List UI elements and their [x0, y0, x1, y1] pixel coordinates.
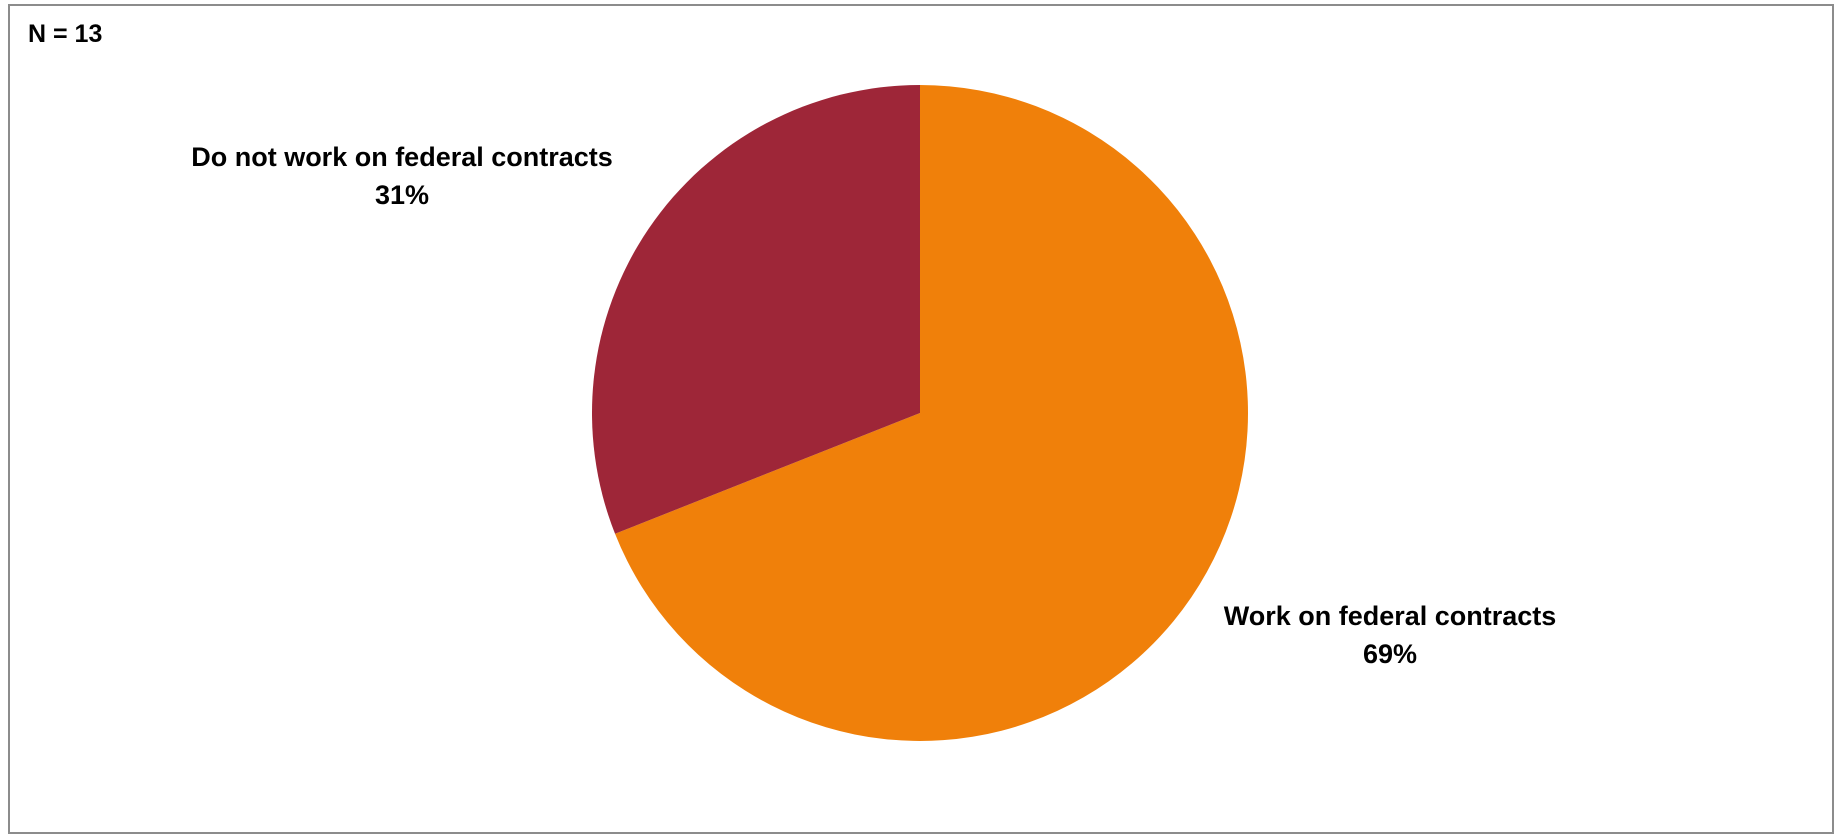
slice-label-percent: 69%: [1362, 639, 1418, 669]
sample-size-label: N = 13: [28, 20, 103, 48]
slice-label-text: Work on federal contracts: [1223, 601, 1557, 631]
pie-slice-work-on-federal-contracts: [615, 85, 1248, 742]
slice-label-work-on-federal-contracts: Work on federal contracts 69%: [1224, 597, 1557, 673]
slice-label-text: Do not work on federal contracts: [191, 142, 613, 172]
slice-label-percent: 31%: [374, 180, 430, 210]
slice-label-do-not-work-on-federal-contracts: Do not work on federal contracts 31%: [191, 138, 613, 214]
pie-slice-do-not-work-on-federal-contracts: [592, 85, 920, 534]
